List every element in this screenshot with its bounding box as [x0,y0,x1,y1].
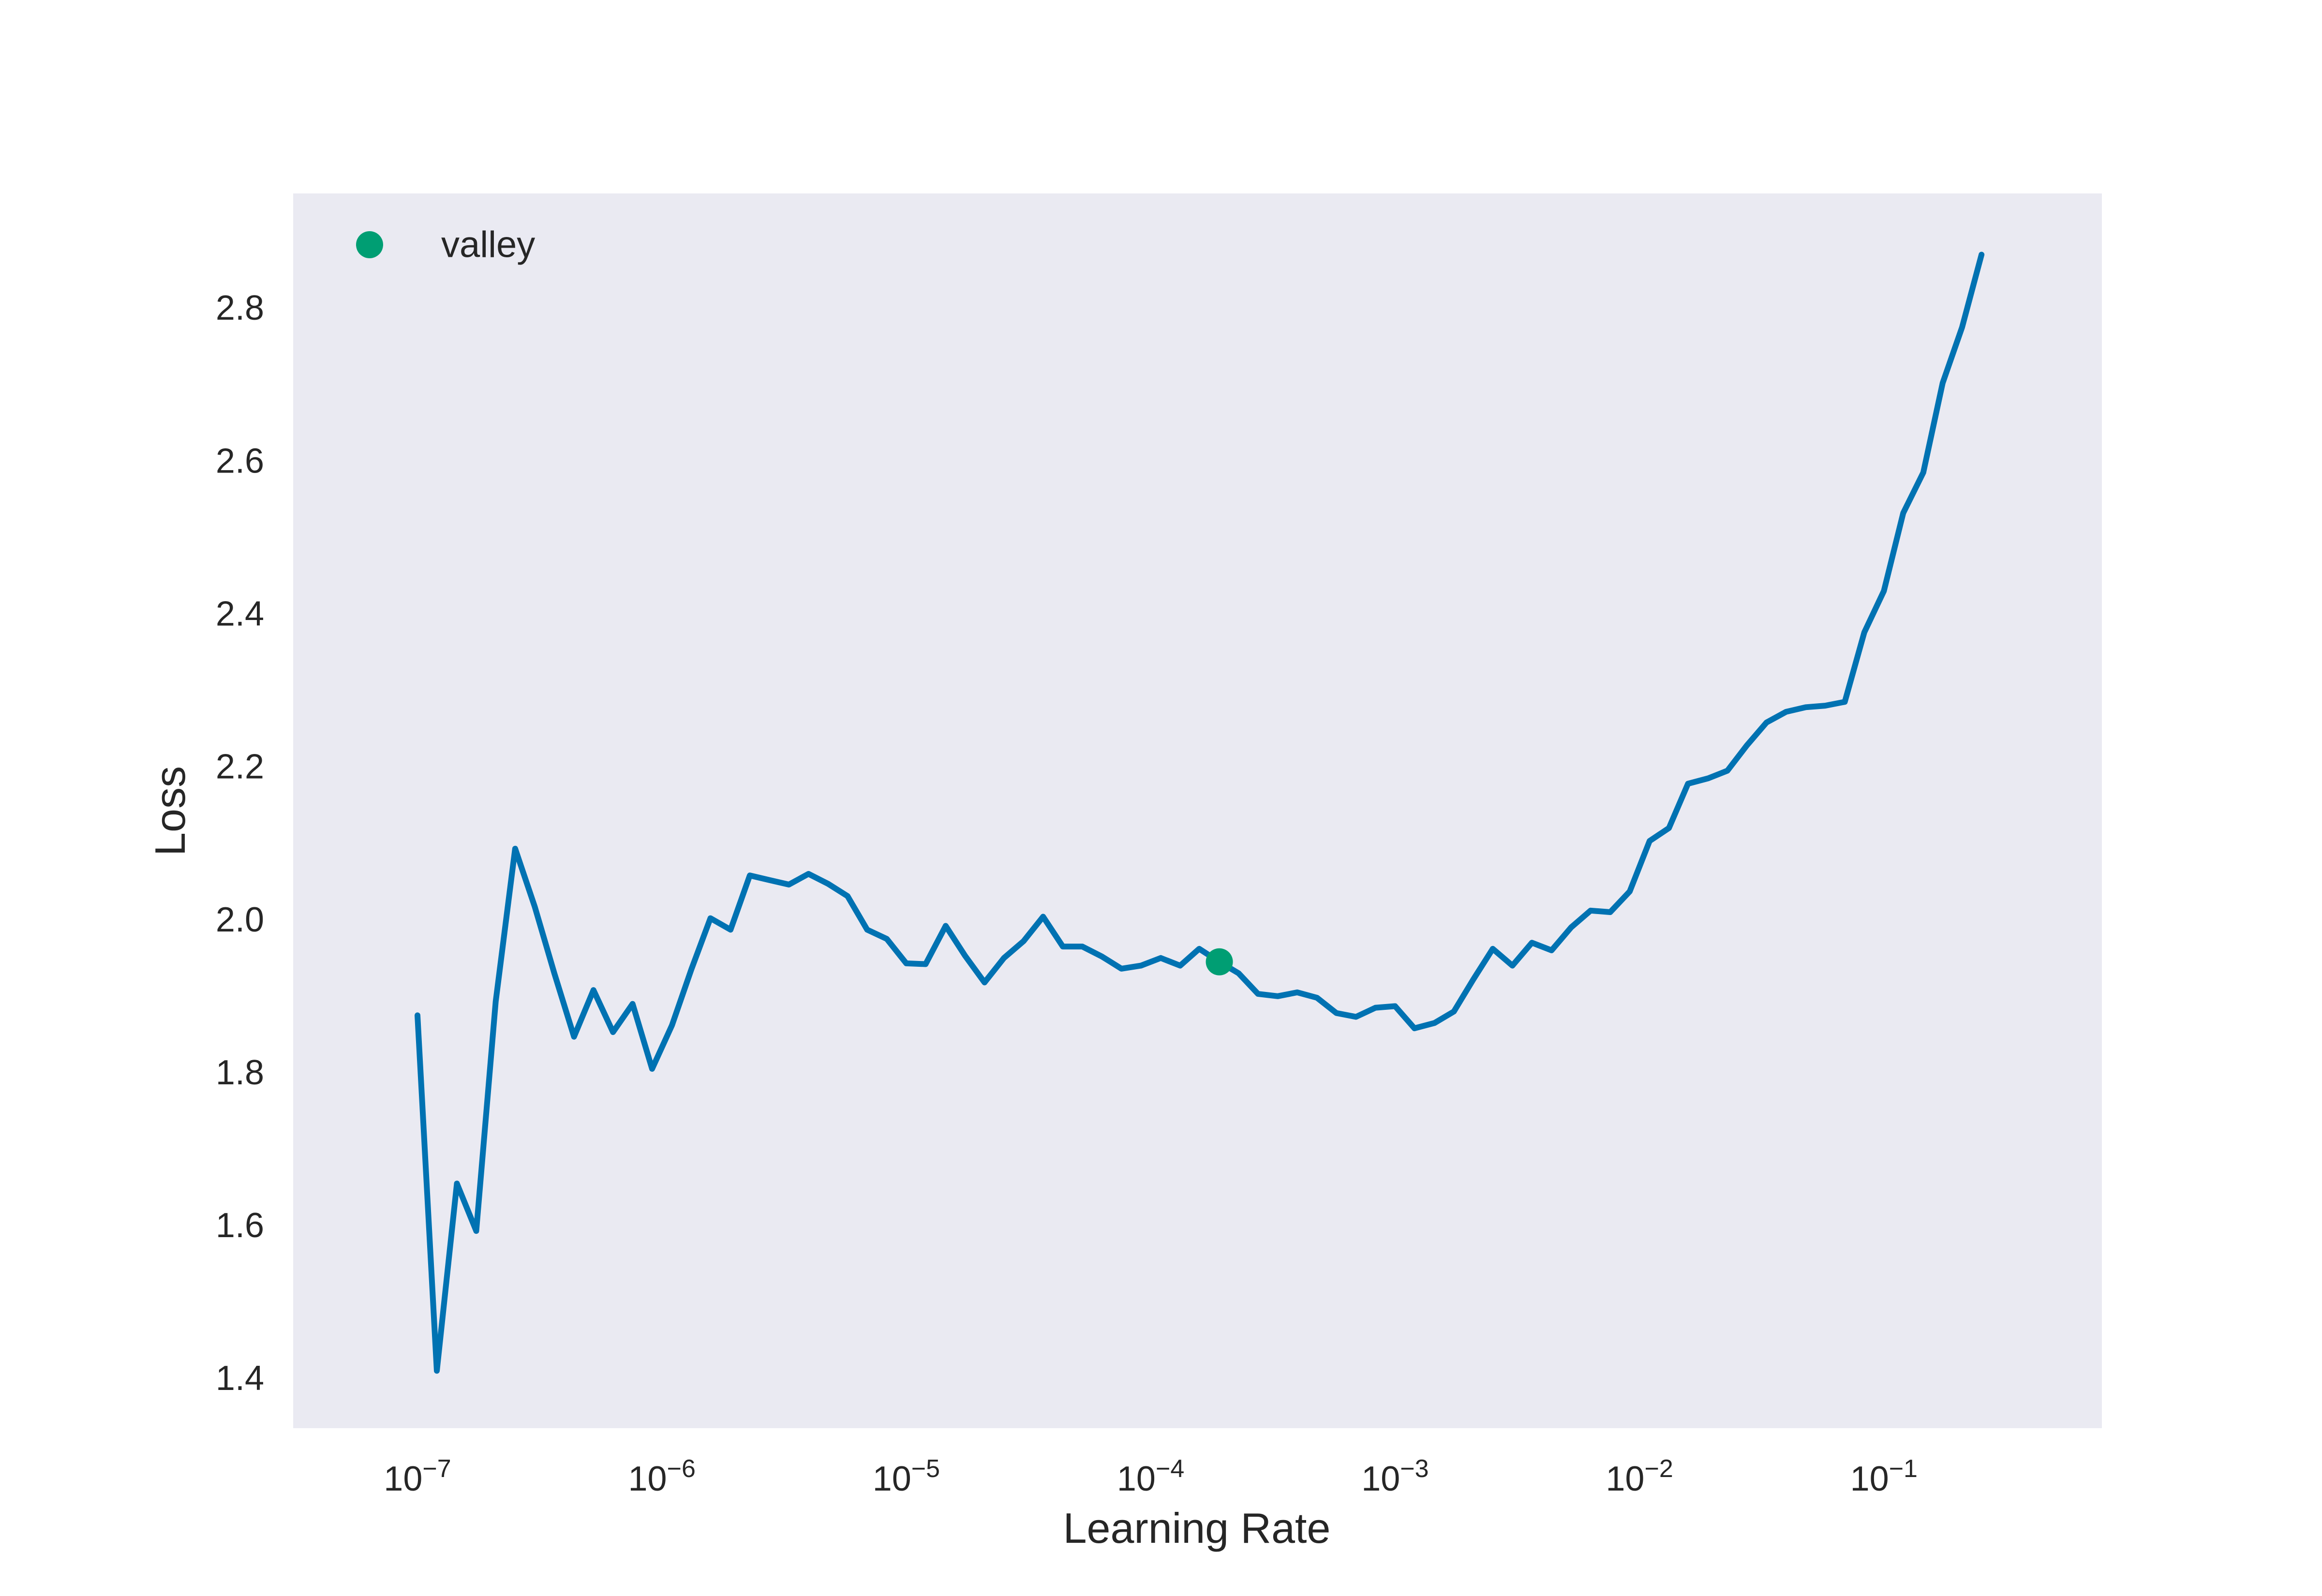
x-tick-exponent: −4 [1156,1455,1184,1483]
y-tick-label: 2.4 [216,594,264,633]
plot-background [293,193,2102,1428]
x-tick-exponent: −7 [422,1455,451,1483]
x-tick-exponent: −2 [1644,1455,1673,1483]
x-tick-label: 10−1 [1850,1455,1918,1498]
x-tick-label: 10−4 [1117,1455,1184,1498]
legend-valley-marker [356,231,383,258]
x-tick-labels: 10−7 10−6 10−5 10−4 10−3 10−2 10−1 [384,1455,1918,1498]
x-tick-exponent: −1 [1889,1455,1918,1483]
x-tick-base: 10 [1117,1460,1156,1498]
y-tick-label: 2.2 [216,748,264,786]
y-tick-label: 1.4 [216,1359,264,1398]
x-tick-exponent: −3 [1400,1455,1429,1483]
x-tick-base: 10 [873,1460,911,1498]
x-tick-base: 10 [1606,1460,1644,1498]
x-tick-label: 10−7 [384,1455,451,1498]
x-tick-exponent: −5 [911,1455,940,1483]
x-tick-base: 10 [384,1460,422,1498]
x-tick-label: 10−5 [873,1455,940,1498]
y-axis-label: Loss [146,766,194,856]
valley-marker [1206,948,1233,975]
x-tick-base: 10 [628,1460,667,1498]
y-tick-label: 2.0 [216,901,264,939]
x-tick-label: 10−6 [628,1455,696,1498]
loss-curve [415,251,1985,1374]
x-tick-exponent: −6 [667,1455,696,1483]
y-tick-label: 1.6 [216,1206,264,1245]
x-tick-base: 10 [1850,1460,1889,1498]
x-tick-label: 10−2 [1606,1455,1673,1498]
y-tick-label: 2.6 [216,442,264,480]
y-tick-label: 1.8 [216,1053,264,1092]
y-tick-label: 2.8 [216,289,264,327]
x-tick-label: 10−3 [1361,1455,1429,1498]
x-tick-base: 10 [1361,1460,1400,1498]
legend-valley-label: valley [441,224,535,266]
y-tick-labels: 1.4 1.6 1.8 2.0 2.2 2.4 2.6 2.8 [216,289,264,1398]
x-axis-label: Learning Rate [1063,1504,1331,1552]
legend: valley [356,224,535,266]
